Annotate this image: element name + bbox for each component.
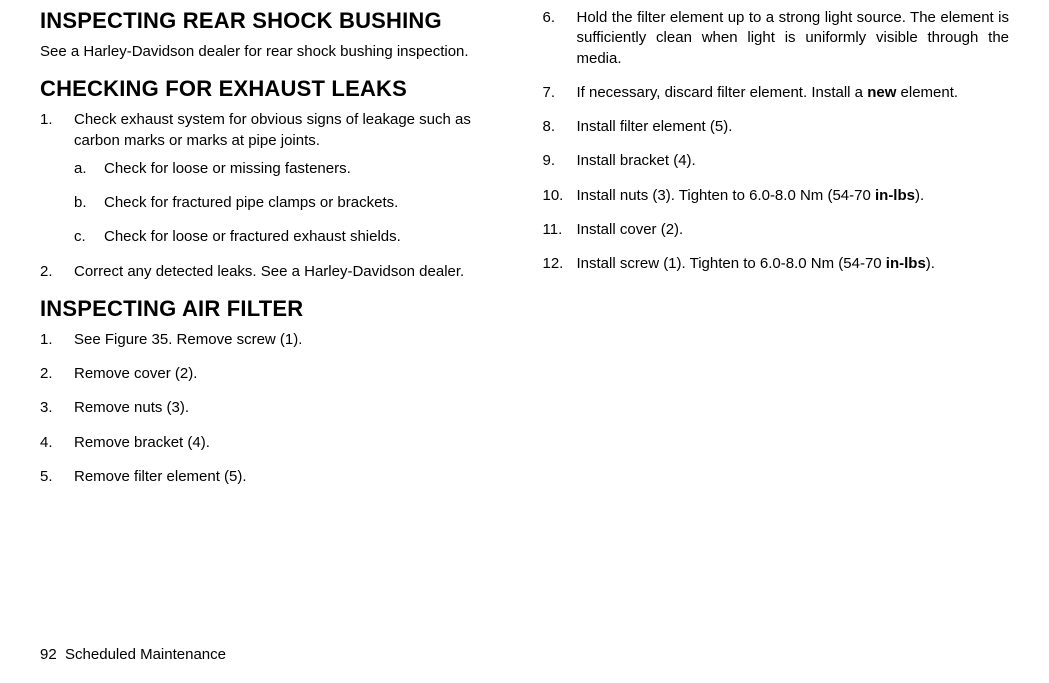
list-marker: c. [74,227,86,247]
list-item: 7. If necessary, discard filter element.… [543,83,1010,103]
columns: INSPECTING REAR SHOCK BUSHING See a Harl… [40,8,1009,683]
list-text: Install cover (2). [577,221,684,238]
list-text: Remove nuts (3). [74,399,189,416]
list-text: Check exhaust system for obvious signs o… [74,111,471,148]
heading-exhaust: CHECKING FOR EXHAUST LEAKS [40,76,507,102]
list-marker: 1. [40,110,53,130]
list-marker: 6. [543,8,556,28]
list-item: b. Check for fractured pipe clamps or br… [74,193,507,213]
list-text: Remove filter element (5). [74,468,247,485]
list-text: If necessary, discard filter element. In… [577,84,959,101]
list-text: Check for loose or fractured exhaust shi… [104,228,401,245]
list-item: 11. Install cover (2). [543,220,1010,240]
list-text: Correct any detected leaks. See a Harley… [74,263,464,280]
list-item: 12. Install screw (1). Tighten to 6.0-8.… [543,254,1010,274]
list-item: 1. See Figure 35. Remove screw (1). [40,330,507,350]
page: INSPECTING REAR SHOCK BUSHING See a Harl… [0,0,1049,683]
heading-rear-shock: INSPECTING REAR SHOCK BUSHING [40,8,507,34]
exhaust-sublist: a. Check for loose or missing fasteners.… [74,159,507,248]
heading-air-filter: INSPECTING AIR FILTER [40,296,507,322]
air-filter-list: 1. See Figure 35. Remove screw (1). 2. R… [40,330,507,487]
list-item: 5. Remove filter element (5). [40,467,507,487]
exhaust-list: 1. Check exhaust system for obvious sign… [40,110,507,282]
list-text: Install filter element (5). [577,118,733,135]
section-title: Scheduled Maintenance [65,646,226,663]
list-marker: 2. [40,262,53,282]
list-text: Install nuts (3). Tighten to 6.0-8.0 Nm … [577,187,925,204]
para-rear-shock: See a Harley-Davidson dealer for rear sh… [40,42,507,62]
list-item: 4. Remove bracket (4). [40,433,507,453]
list-text: Remove bracket (4). [74,434,210,451]
list-item: 8. Install filter element (5). [543,117,1010,137]
list-item: a. Check for loose or missing fasteners. [74,159,507,179]
right-column: 6. Hold the filter element up to a stron… [543,8,1010,683]
list-marker: 12. [543,254,564,274]
list-item: 2. Correct any detected leaks. See a Har… [40,262,507,282]
list-marker: 5. [40,467,53,487]
list-text: Check for fractured pipe clamps or brack… [104,194,398,211]
list-text: Remove cover (2). [74,365,197,382]
list-marker: b. [74,193,87,213]
list-item: c. Check for loose or fractured exhaust … [74,227,507,247]
list-item: 2. Remove cover (2). [40,364,507,384]
list-marker: 4. [40,433,53,453]
list-marker: 1. [40,330,53,350]
list-item: 6. Hold the filter element up to a stron… [543,8,1010,69]
list-text: See Figure 35. Remove screw (1). [74,331,302,348]
list-marker: 7. [543,83,556,103]
list-marker: 11. [543,220,563,240]
air-filter-list-continued: 6. Hold the filter element up to a stron… [543,8,1010,274]
list-marker: 8. [543,117,556,137]
list-text: Hold the filter element up to a strong l… [577,9,1010,67]
page-number: 92 [40,646,57,663]
page-footer: 92 Scheduled Maintenance [40,646,226,663]
list-text: Install bracket (4). [577,152,696,169]
list-marker: 10. [543,186,564,206]
list-marker: 2. [40,364,53,384]
list-text: Check for loose or missing fasteners. [104,160,351,177]
list-text: Install screw (1). Tighten to 6.0-8.0 Nm… [577,255,935,272]
left-column: INSPECTING REAR SHOCK BUSHING See a Harl… [40,8,507,683]
bold-text: in-lbs [875,187,915,204]
list-item: 3. Remove nuts (3). [40,398,507,418]
bold-text: in-lbs [886,255,926,272]
list-marker: 9. [543,151,556,171]
list-item: 1. Check exhaust system for obvious sign… [40,110,507,247]
list-marker: 3. [40,398,53,418]
list-marker: a. [74,159,87,179]
list-item: 9. Install bracket (4). [543,151,1010,171]
bold-text: new [867,84,896,101]
list-item: 10. Install nuts (3). Tighten to 6.0-8.0… [543,186,1010,206]
